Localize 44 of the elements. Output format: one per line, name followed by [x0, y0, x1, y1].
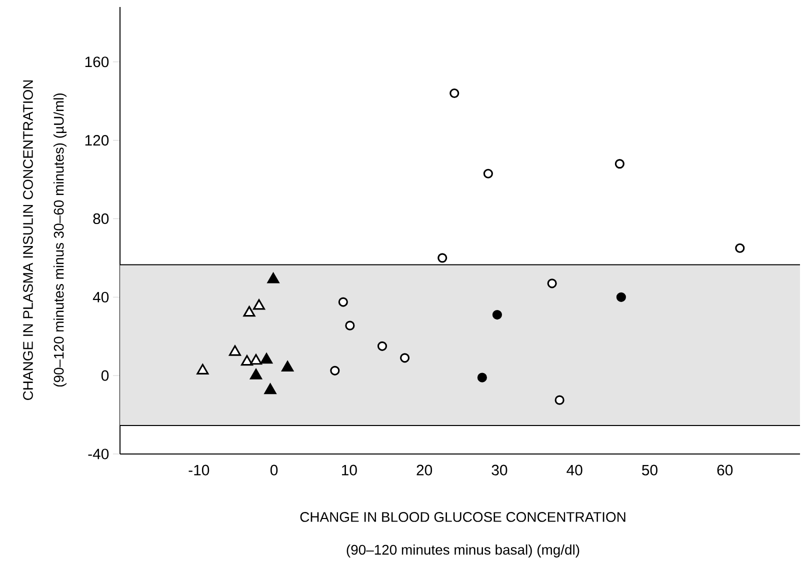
x-tick-label: 50: [642, 464, 658, 476]
point: [260, 353, 273, 364]
point: [483, 168, 493, 178]
y-tick-label: 160: [85, 56, 109, 68]
point: [492, 310, 502, 320]
point: [400, 353, 410, 363]
point: [264, 383, 276, 394]
point: [338, 297, 348, 307]
point: [554, 395, 564, 405]
y-tick-label: -40: [88, 448, 109, 460]
text: (90–120 minutes minus basal) (mg/dl): [346, 544, 580, 558]
y-axis-title: CHANGE IN PLASMA INSULIN CONCENTRATION: [23, 80, 33, 400]
point: [547, 278, 557, 288]
point: [450, 88, 460, 98]
point: [345, 320, 355, 330]
x-tick-label: 10: [342, 464, 357, 476]
point: [477, 372, 487, 382]
point: [377, 341, 388, 351]
point: [196, 364, 209, 374]
x-tick-label: 0: [270, 464, 278, 476]
point: [282, 360, 294, 372]
y-tick-label: 120: [85, 135, 109, 146]
y-tick-label: 0: [101, 370, 109, 381]
point: [614, 159, 624, 169]
point: [250, 354, 262, 365]
point: [253, 299, 266, 310]
point: [438, 253, 448, 263]
text: (90–120 minutes minus 30–60 minutes) (µU/ml): [54, 93, 67, 387]
x-tick-label: -10: [188, 464, 210, 476]
point: [243, 306, 256, 317]
point: [330, 366, 340, 376]
point: [616, 292, 626, 302]
point: [240, 355, 253, 366]
x-tick-label: 30: [492, 464, 508, 476]
point: [228, 345, 241, 356]
y-tick-label: 40: [92, 292, 109, 302]
x-axis-title: CHANGE IN BLOOD GLUCOSE CONCENTRATION: [300, 512, 626, 522]
x-tick-label: 60: [717, 464, 733, 476]
x-tick-label: 40: [566, 464, 582, 476]
point: [735, 243, 745, 253]
y-tick-label: 80: [93, 213, 109, 224]
point: [250, 368, 262, 380]
point: [267, 272, 280, 284]
x-tick-label: 20: [416, 464, 432, 476]
